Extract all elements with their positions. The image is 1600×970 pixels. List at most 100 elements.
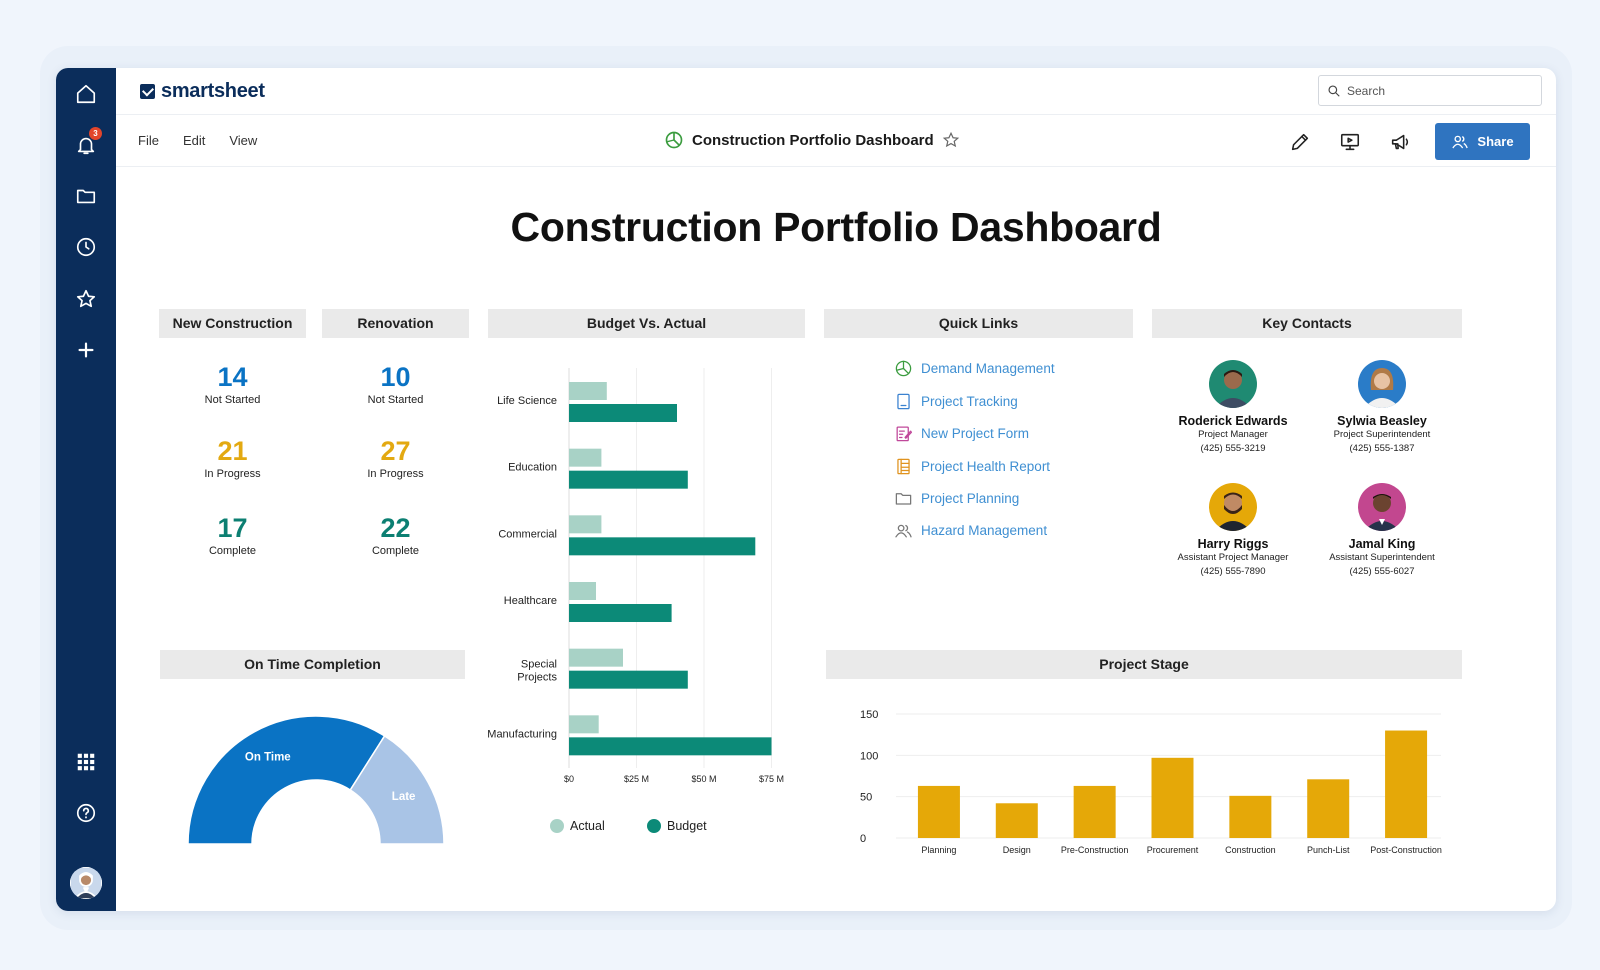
quick-link-project-planning[interactable]: Project Planning (894, 489, 1019, 508)
budget-bar (569, 737, 772, 756)
quick-link-demand-management[interactable]: Demand Management (894, 359, 1055, 378)
budget-bar (569, 470, 688, 489)
contact-role: Project Superintendent (1333, 429, 1431, 440)
document-title: Construction Portfolio Dashboard (664, 130, 960, 150)
pencil-icon (1291, 133, 1309, 150)
search-box[interactable] (1318, 75, 1542, 106)
left-nav-rail: 3 (56, 68, 116, 911)
contact-role: Assistant Project Manager (1177, 552, 1289, 563)
x-tick-label: Construction (1225, 845, 1276, 855)
new-construction-not-started: 14 Not Started (160, 362, 305, 406)
app-window: 3 (56, 68, 1556, 911)
budget-bar (569, 404, 677, 422)
stage-bar (917, 785, 960, 838)
contact-avatar (1358, 360, 1406, 408)
favorite-star-icon[interactable] (942, 131, 960, 149)
budget-bar (569, 537, 756, 556)
plus-icon (78, 342, 94, 358)
stage-bar (1229, 795, 1272, 838)
browse-button[interactable] (72, 182, 100, 210)
metric-label: Not Started (367, 394, 424, 406)
budget-vs-actual-chart: $0 $25 M $50 M $75 M Life Science Education Co… (487, 368, 784, 833)
search-icon (1328, 84, 1340, 97)
budget-vs-actual-header: Budget Vs. Actual (488, 309, 805, 338)
quick-links-header: Quick Links (824, 309, 1133, 338)
new-construction-in-progress: 21 In Progress (160, 436, 305, 480)
quick-link-new-project-form[interactable]: New Project Form (894, 424, 1029, 443)
contact-avatar (1209, 360, 1257, 408)
x-tick-label: Pre-Construction (1061, 845, 1129, 855)
y-tick-label: 100 (860, 750, 878, 762)
metric-label: Complete (371, 545, 420, 557)
contact-phone: (425) 555-3219 (1200, 443, 1266, 454)
quick-link-label: Hazard Management (921, 523, 1048, 538)
metric-label: In Progress (367, 468, 424, 480)
menu-bar: File Edit View Construction Portfolio Da… (116, 115, 1556, 167)
metric-label: Not Started (204, 394, 261, 406)
home-button[interactable] (72, 80, 100, 108)
document-title-text: Construction Portfolio Dashboard (692, 131, 934, 149)
notifications-button[interactable]: 3 (72, 127, 102, 159)
contact-name: Harry Riggs (1197, 537, 1269, 551)
favorites-button[interactable] (72, 285, 100, 313)
category-label: Special (521, 659, 557, 671)
category-label: Life Science (497, 395, 557, 407)
search-input[interactable] (1347, 83, 1527, 98)
contact-phone: (425) 555-1387 (1349, 443, 1415, 454)
create-button[interactable] (72, 336, 100, 364)
budget-bar (569, 670, 688, 689)
grid-icon (77, 753, 95, 771)
smartsheet-logo[interactable]: smartsheet (140, 80, 265, 103)
quick-link-label: Project Planning (921, 491, 1020, 506)
menu-view[interactable]: View (229, 133, 258, 148)
dashboard-title: Construction Portfolio Dashboard (510, 204, 1162, 250)
metric-label: In Progress (204, 468, 261, 480)
recents-button[interactable] (72, 233, 100, 261)
category-label: Manufacturing (487, 728, 557, 740)
legend-budget-swatch (647, 819, 661, 833)
metric-value: 10 (380, 362, 411, 392)
people-icon (895, 524, 912, 538)
star-icon (76, 289, 96, 308)
edit-button[interactable] (1275, 124, 1325, 160)
category-label: Education (508, 462, 557, 474)
megaphone-icon (1391, 134, 1409, 149)
person-photo-icon (1209, 360, 1257, 408)
y-tick-label: 0 (860, 833, 866, 845)
quick-link-label: New Project Form (921, 426, 1030, 441)
contact-name: Roderick Edwards (1178, 414, 1288, 428)
share-button[interactable]: Share (1435, 123, 1530, 160)
quick-link-project-tracking[interactable]: Project Tracking (894, 392, 1018, 411)
project-stage-header: Project Stage (826, 650, 1462, 679)
renovation-header: Renovation (322, 309, 469, 338)
menu-edit[interactable]: Edit (182, 133, 206, 148)
user-avatar[interactable] (70, 867, 102, 899)
help-button[interactable] (72, 799, 100, 827)
x-tick-label: $50 M (691, 774, 716, 784)
contact-avatar (1358, 483, 1406, 531)
x-tick-label: $75 M (759, 774, 784, 784)
folder-icon (895, 493, 912, 505)
category-label: Projects (517, 672, 557, 684)
quick-link-project-health-report[interactable]: Project Health Report (894, 457, 1050, 476)
form-icon (896, 426, 913, 442)
person-avatar-icon (70, 867, 102, 899)
legend-actual-swatch (550, 819, 564, 833)
announce-button[interactable] (1375, 124, 1425, 160)
actual-bar (569, 515, 602, 534)
quick-link-label: Project Health Report (921, 459, 1051, 474)
dashboard-icon (895, 360, 912, 377)
pie-slice (187, 715, 386, 845)
stage-bar (1151, 757, 1194, 838)
stage-bar (1385, 730, 1428, 838)
quick-link-hazard-management[interactable]: Hazard Management (894, 521, 1047, 540)
stage-bar (1307, 779, 1350, 838)
contact-card: Roderick Edwards Project Manager (425) 5… (1158, 360, 1308, 456)
legend-actual-label: Actual (570, 819, 605, 833)
menu-file[interactable]: File (138, 133, 159, 148)
present-button[interactable] (1325, 124, 1375, 160)
notification-badge: 3 (89, 127, 102, 140)
contact-role: Assistant Superintendent (1329, 552, 1435, 563)
on-time-completion-header: On Time Completion (160, 650, 465, 679)
launcher-button[interactable] (72, 748, 100, 776)
